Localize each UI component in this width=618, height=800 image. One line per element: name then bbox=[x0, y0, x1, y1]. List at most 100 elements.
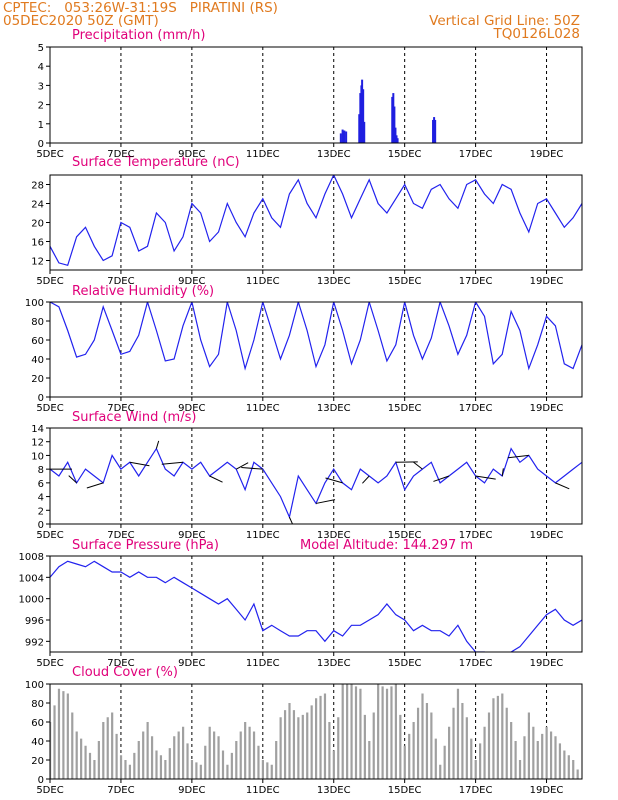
y-tick-label: 20 bbox=[31, 219, 44, 230]
cloud-bar bbox=[288, 703, 291, 779]
cloud-bar bbox=[164, 760, 167, 779]
cloud-bar bbox=[341, 684, 344, 779]
precip-bar bbox=[363, 121, 366, 143]
cloud-bar bbox=[283, 710, 287, 779]
cloud-bar bbox=[257, 745, 260, 779]
wind-arrow bbox=[581, 461, 582, 463]
cloud-bar bbox=[416, 707, 420, 779]
y-tick-label: 1 bbox=[38, 120, 44, 131]
cloud-bar bbox=[558, 743, 562, 779]
cloud-bar bbox=[57, 688, 61, 779]
model-altitude-label: Model Altitude: 144.297 m bbox=[300, 538, 474, 553]
x-tick-label: 15DEC bbox=[388, 403, 422, 414]
cloud-bar bbox=[221, 750, 225, 779]
cloud-bar bbox=[217, 736, 220, 779]
wind-arrow bbox=[209, 475, 223, 483]
x-tick-label: 13DEC bbox=[317, 276, 351, 287]
panel-5: 0 20 40 60 80 100 5DEC 7DEC 9DEC 11DEC 13DEC 15DEC 1… bbox=[25, 680, 583, 796]
x-tick-label: 5DEC bbox=[36, 658, 63, 669]
cloud-bar bbox=[297, 717, 300, 779]
precip-bar bbox=[395, 135, 398, 143]
cloud-bar bbox=[186, 743, 189, 779]
cloud-bar bbox=[306, 712, 309, 779]
x-tick-label: 5DEC bbox=[36, 276, 63, 287]
y-tick-label: 14 bbox=[31, 424, 44, 435]
x-tick-label: 11DEC bbox=[246, 149, 280, 160]
cloud-bar bbox=[75, 731, 78, 779]
cloud-bar bbox=[62, 691, 65, 779]
temperature-title: Surface Temperature (nC) bbox=[72, 155, 240, 170]
cloud-title: Cloud Cover (%) bbox=[72, 665, 178, 680]
y-tick-label: 0 bbox=[38, 520, 44, 531]
cloud-bar bbox=[292, 710, 296, 779]
cloud-bar bbox=[390, 686, 393, 779]
precip-bar bbox=[339, 133, 342, 143]
panel-frame bbox=[49, 301, 583, 398]
y-tick-label: 12 bbox=[31, 257, 44, 268]
x-tick-label: 13DEC bbox=[317, 403, 351, 414]
panel-frame bbox=[49, 46, 583, 144]
cloud-bar bbox=[505, 707, 508, 779]
cloud-bar bbox=[155, 750, 158, 779]
y-tick-label: 4 bbox=[38, 62, 44, 73]
wind-arrow bbox=[362, 475, 370, 484]
cloud-bar bbox=[111, 712, 114, 779]
precip-bar bbox=[391, 96, 394, 143]
wind-arrow bbox=[68, 475, 77, 484]
wind-arrow bbox=[501, 468, 504, 477]
x-tick-label: 7DEC bbox=[107, 530, 134, 541]
cloud-bar bbox=[541, 733, 544, 779]
cloud-bar bbox=[514, 741, 517, 779]
cloud-bar bbox=[430, 712, 433, 779]
x-tick-label: 13DEC bbox=[317, 530, 351, 541]
y-tick-label: 996 bbox=[25, 616, 44, 627]
cloud-bar bbox=[252, 731, 256, 779]
precip-bar bbox=[361, 79, 364, 143]
panel-frame bbox=[49, 174, 583, 271]
panel-0: 0 1 2 3 4 5 5DEC 7DEC 9DEC 11DEC 13DEC 15DEC 17DEC 19… bbox=[36, 43, 583, 160]
cloud-bar bbox=[545, 726, 548, 779]
cloud-bar bbox=[536, 741, 539, 779]
cloud-bar bbox=[363, 714, 366, 779]
panel-frame bbox=[49, 683, 583, 780]
cloud-bar bbox=[208, 726, 211, 779]
precip-bar bbox=[394, 127, 397, 143]
series-line bbox=[50, 302, 582, 371]
cloud-bar bbox=[377, 684, 380, 779]
cloud-bar bbox=[266, 762, 269, 779]
cloud-bar bbox=[492, 698, 495, 779]
x-tick-label: 13DEC bbox=[317, 785, 351, 796]
cloud-bar bbox=[199, 764, 202, 779]
cloud-bar bbox=[323, 693, 327, 779]
cloud-bar bbox=[372, 712, 375, 779]
cloud-bar bbox=[465, 717, 468, 779]
wind-arrow bbox=[433, 475, 450, 482]
cloud-bar bbox=[142, 731, 145, 779]
cloud-bar bbox=[102, 722, 105, 779]
panel-1: 12 16 20 24 28 5DEC 7DEC 9DEC 11DEC 13DEC 15DEC 17D… bbox=[31, 174, 583, 287]
cloud-bar bbox=[71, 712, 74, 779]
precip-bar bbox=[396, 138, 399, 143]
cloud-bar bbox=[470, 738, 473, 779]
wind-arrow bbox=[325, 477, 343, 484]
cloud-bar bbox=[190, 760, 194, 779]
pressure-title: Surface Pressure (hPa) bbox=[72, 538, 219, 553]
x-tick-label: 15DEC bbox=[388, 149, 422, 160]
cloud-bar bbox=[572, 760, 575, 779]
x-tick-label: 5DEC bbox=[36, 785, 63, 796]
wind-arrow bbox=[315, 499, 336, 504]
wind-arrow bbox=[475, 475, 496, 480]
panel-4: 992 996 1000 1004 1008 5DEC 7DEC 9DEC 11DEC 13DEC… bbox=[19, 552, 583, 669]
y-tick-label: 12 bbox=[31, 438, 44, 449]
precip-bar bbox=[434, 119, 437, 143]
y-tick-label: 40 bbox=[31, 355, 44, 366]
cloud-bar bbox=[319, 695, 322, 779]
y-tick-label: 10 bbox=[31, 451, 44, 462]
precipitation-title: Precipitation (mm/h) bbox=[72, 28, 206, 43]
cloud-bar bbox=[261, 760, 264, 779]
x-tick-label: 5DEC bbox=[36, 530, 63, 541]
y-tick-label: 24 bbox=[31, 200, 44, 211]
x-tick-label: 7DEC bbox=[107, 785, 134, 796]
cloud-bar bbox=[461, 703, 464, 779]
cloud-bar bbox=[204, 745, 207, 779]
